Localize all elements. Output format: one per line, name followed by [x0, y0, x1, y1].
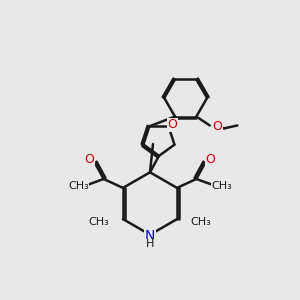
Text: N: N — [145, 229, 155, 243]
Text: O: O — [84, 153, 94, 166]
Text: CH₃: CH₃ — [89, 217, 110, 227]
Text: CH₃: CH₃ — [211, 182, 232, 191]
Text: CH₃: CH₃ — [68, 182, 89, 191]
Text: O: O — [206, 153, 216, 166]
Text: O: O — [212, 119, 222, 133]
Text: O: O — [167, 118, 177, 131]
Text: CH₃: CH₃ — [190, 217, 211, 227]
Text: O: O — [217, 180, 226, 193]
Text: O: O — [74, 180, 83, 193]
Text: H: H — [146, 239, 154, 249]
